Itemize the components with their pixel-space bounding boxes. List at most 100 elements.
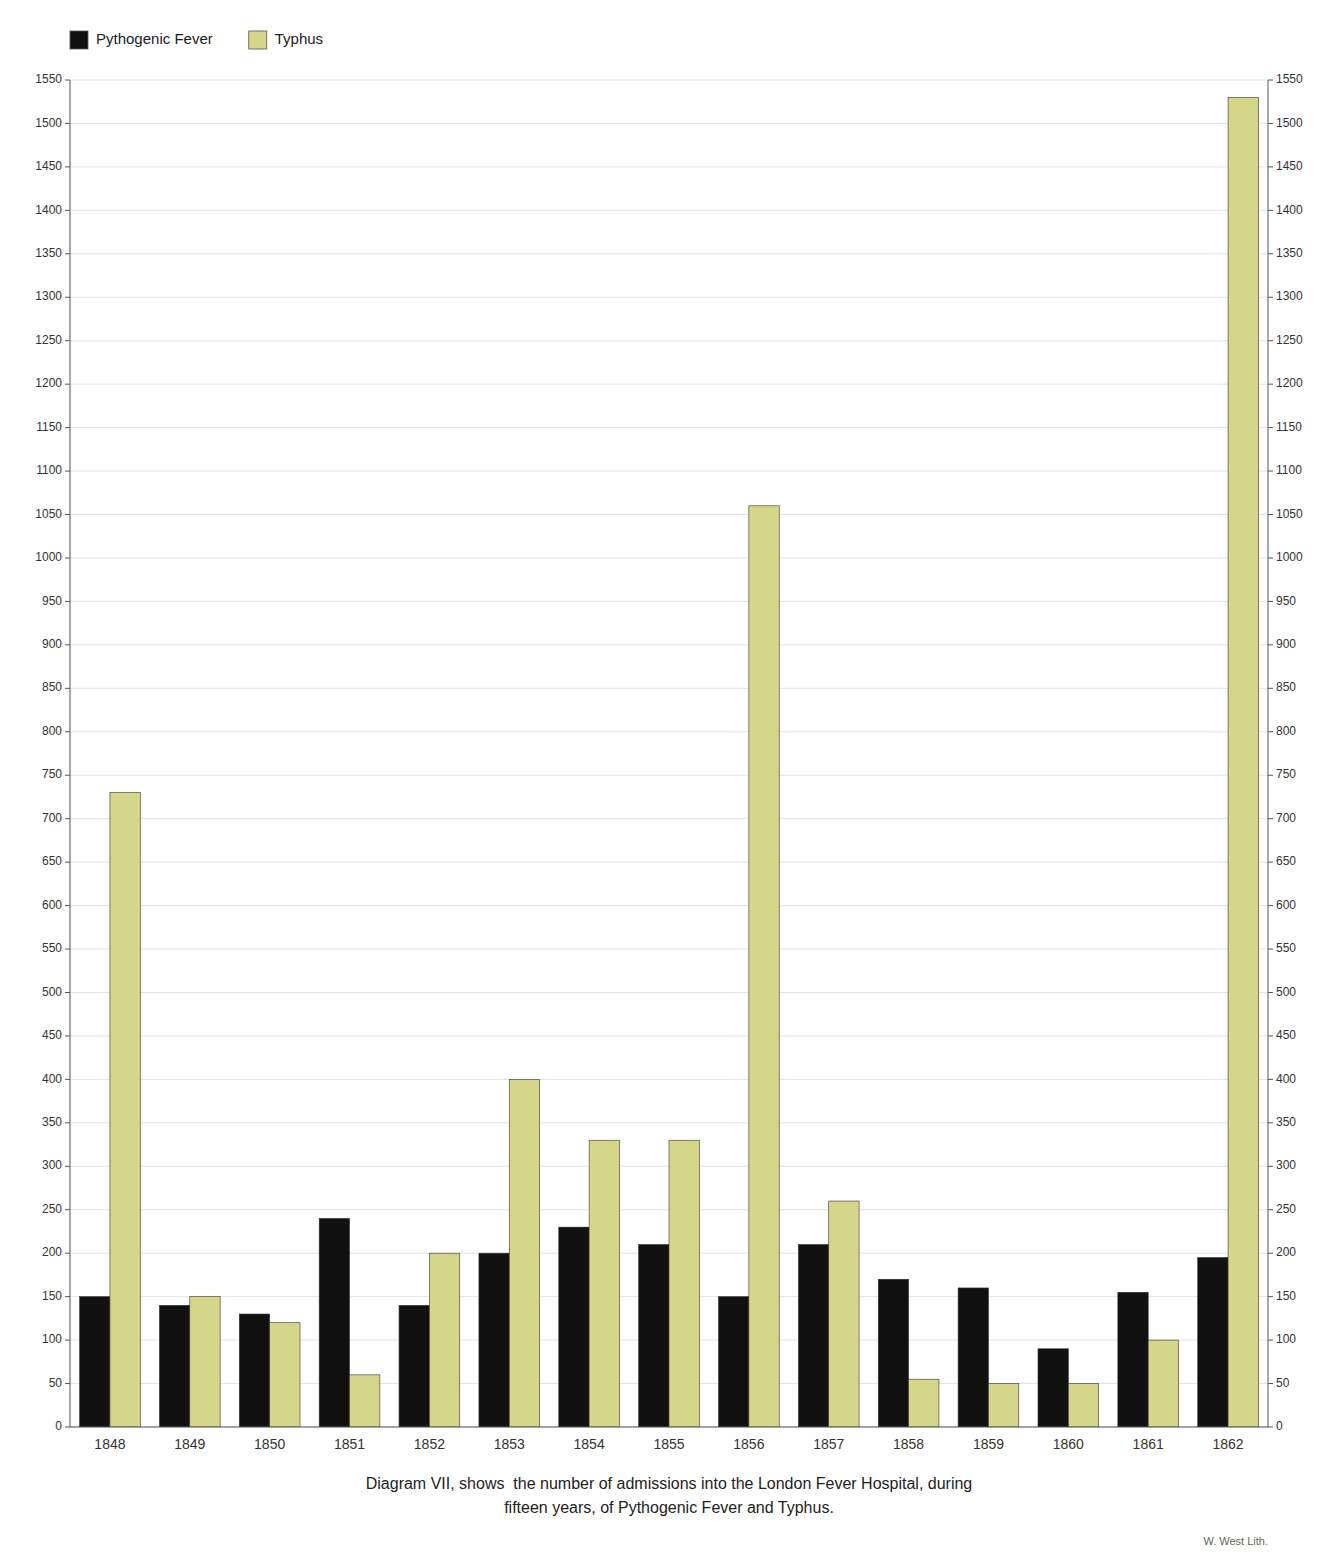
y2-tick	[1268, 1209, 1273, 1210]
y-tick	[65, 557, 70, 558]
grid-line	[70, 1035, 1268, 1036]
y-tick	[65, 862, 70, 863]
bar	[319, 1218, 349, 1427]
y-tick-label: 550	[42, 941, 62, 955]
grid-line	[70, 471, 1268, 472]
grid-line	[70, 1122, 1268, 1123]
y-tick-label: 1200	[35, 376, 62, 390]
grid-line	[70, 80, 1268, 81]
bar	[1148, 1340, 1178, 1427]
y-tick-label: 1300	[35, 289, 62, 303]
bar	[239, 1314, 269, 1427]
y2-tick	[1268, 862, 1273, 863]
y-tick-label: 50	[49, 1376, 63, 1390]
grid-line	[70, 427, 1268, 428]
y2-tick	[1268, 253, 1273, 254]
y2-tick-label: 750	[1276, 767, 1296, 781]
y2-tick	[1268, 340, 1273, 341]
y-tick	[65, 166, 70, 167]
grid-line	[70, 557, 1268, 558]
x-tick-label: 1853	[494, 1436, 525, 1452]
chart: 0501001502002503003504004505005506006507…	[0, 0, 1338, 1567]
bar	[80, 1297, 110, 1427]
y-tick	[65, 1122, 70, 1123]
axes: 0501001502002503003504004505005506006507…	[35, 72, 1303, 1452]
y2-tick-label: 600	[1276, 898, 1296, 912]
grid-line	[70, 123, 1268, 124]
x-tick-label: 1850	[254, 1436, 285, 1452]
y2-tick-label: 950	[1276, 594, 1296, 608]
y2-tick	[1268, 775, 1273, 776]
y2-axis-line	[1268, 80, 1269, 1427]
y-tick	[65, 340, 70, 341]
grid-line	[70, 514, 1268, 515]
y-tick	[65, 210, 70, 211]
y-tick-label: 450	[42, 1028, 62, 1042]
subtitle: fifteen years, of Pythogenic Fever and T…	[504, 1499, 834, 1516]
y-tick-label: 700	[42, 811, 62, 825]
y2-tick	[1268, 818, 1273, 819]
grid-line	[70, 992, 1268, 993]
y-tick	[65, 253, 70, 254]
y-tick	[65, 1035, 70, 1036]
y2-tick-label: 1050	[1276, 507, 1303, 521]
y-tick-label: 1350	[35, 246, 62, 260]
y-tick	[65, 688, 70, 689]
bar	[958, 1288, 988, 1427]
y-tick-label: 850	[42, 680, 62, 694]
y2-tick	[1268, 1122, 1273, 1123]
y2-tick-label: 250	[1276, 1202, 1296, 1216]
y-tick-label: 200	[42, 1245, 62, 1259]
grid-line	[70, 340, 1268, 341]
y-tick-label: 1450	[35, 159, 62, 173]
bars	[80, 97, 1259, 1427]
y-tick	[65, 80, 70, 81]
bar	[190, 1297, 220, 1427]
y2-tick-label: 1200	[1276, 376, 1303, 390]
y2-tick	[1268, 514, 1273, 515]
y2-tick-label: 1400	[1276, 203, 1303, 217]
x-tick-label: 1849	[174, 1436, 205, 1452]
bar	[798, 1245, 828, 1427]
y-tick	[65, 123, 70, 124]
grid-line	[70, 1079, 1268, 1080]
y-tick-label: 650	[42, 854, 62, 868]
y2-tick-label: 1450	[1276, 159, 1303, 173]
y2-tick	[1268, 557, 1273, 558]
grid	[70, 80, 1268, 1427]
y2-tick-label: 150	[1276, 1289, 1296, 1303]
y2-tick-label: 100	[1276, 1332, 1296, 1346]
y-tick-label: 500	[42, 985, 62, 999]
legend-label: Pythogenic Fever	[96, 30, 213, 47]
y-tick-label: 750	[42, 767, 62, 781]
y-tick	[65, 644, 70, 645]
y2-tick-label: 550	[1276, 941, 1296, 955]
y2-tick	[1268, 210, 1273, 211]
bar	[110, 793, 140, 1427]
y-tick-label: 1050	[35, 507, 62, 521]
grid-line	[70, 775, 1268, 776]
y2-tick	[1268, 1253, 1273, 1254]
y-tick-label: 0	[55, 1419, 62, 1433]
annotation: W. West Lith.	[1203, 1535, 1268, 1547]
y2-tick-label: 1250	[1276, 333, 1303, 347]
y-tick	[65, 1383, 70, 1384]
x-tick-label: 1856	[733, 1436, 764, 1452]
y-tick-label: 950	[42, 594, 62, 608]
bar	[559, 1227, 589, 1427]
grid-line	[70, 210, 1268, 211]
bar	[1228, 97, 1258, 1427]
bar	[270, 1323, 300, 1427]
y2-tick	[1268, 471, 1273, 472]
grid-line	[70, 949, 1268, 950]
bar	[878, 1279, 908, 1427]
x-tick-label: 1861	[1133, 1436, 1164, 1452]
y-tick-label: 350	[42, 1115, 62, 1129]
y-axis-line	[70, 80, 71, 1427]
grid-line	[70, 644, 1268, 645]
y2-tick-label: 1500	[1276, 116, 1303, 130]
grid-line	[70, 601, 1268, 602]
x-tick-label: 1862	[1212, 1436, 1243, 1452]
y2-tick-label: 200	[1276, 1245, 1296, 1259]
bar	[669, 1140, 699, 1427]
